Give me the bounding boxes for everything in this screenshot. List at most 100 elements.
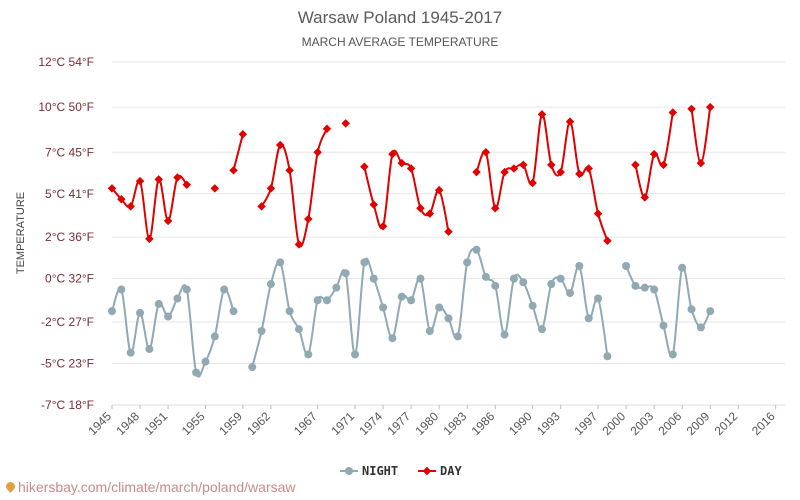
day-point[interactable] xyxy=(313,148,322,157)
night-point[interactable] xyxy=(164,312,173,321)
day-point[interactable] xyxy=(210,184,220,193)
night-point[interactable] xyxy=(351,350,360,359)
night-point[interactable] xyxy=(416,274,425,283)
night-point[interactable] xyxy=(294,325,303,334)
day-point[interactable] xyxy=(528,178,537,188)
night-point[interactable] xyxy=(360,258,369,267)
night-point[interactable] xyxy=(210,332,219,341)
night-point[interactable] xyxy=(248,363,257,372)
day-point[interactable] xyxy=(444,227,453,236)
day-point[interactable] xyxy=(378,222,388,231)
night-point[interactable] xyxy=(145,345,154,354)
night-point[interactable] xyxy=(397,292,406,301)
night-point[interactable] xyxy=(491,281,500,290)
night-point[interactable] xyxy=(425,326,434,335)
night-point[interactable] xyxy=(603,352,612,361)
day-point[interactable] xyxy=(322,124,332,134)
night-point[interactable] xyxy=(547,280,556,289)
day-point[interactable] xyxy=(173,173,182,182)
day-point[interactable] xyxy=(668,108,678,117)
day-point[interactable] xyxy=(547,160,556,170)
night-point[interactable] xyxy=(117,285,126,294)
day-point[interactable] xyxy=(341,119,350,128)
night-point[interactable] xyxy=(575,261,584,270)
day-point[interactable] xyxy=(575,169,584,179)
day-point[interactable] xyxy=(266,184,276,193)
night-point[interactable] xyxy=(453,332,462,341)
day-point[interactable] xyxy=(397,158,407,168)
night-point[interactable] xyxy=(444,314,453,323)
night-point[interactable] xyxy=(463,258,472,267)
day-point[interactable] xyxy=(276,140,285,150)
day-point[interactable] xyxy=(304,214,313,224)
night-point[interactable] xyxy=(229,307,238,316)
day-point[interactable] xyxy=(229,166,238,175)
night-point[interactable] xyxy=(528,301,537,310)
night-point[interactable] xyxy=(706,307,715,316)
day-point[interactable] xyxy=(182,180,192,190)
night-point[interactable] xyxy=(500,330,509,339)
night-point[interactable] xyxy=(584,314,593,323)
day-point[interactable] xyxy=(519,160,528,170)
day-point[interactable] xyxy=(238,129,248,139)
night-point[interactable] xyxy=(154,299,163,308)
night-point[interactable] xyxy=(257,326,266,335)
night-point[interactable] xyxy=(678,263,687,272)
day-point[interactable] xyxy=(481,148,491,157)
night-point[interactable] xyxy=(509,274,518,283)
night-point[interactable] xyxy=(108,307,116,316)
night-point[interactable] xyxy=(173,294,182,303)
night-point[interactable] xyxy=(285,307,294,316)
night-point[interactable] xyxy=(332,283,341,292)
day-point[interactable] xyxy=(687,104,696,114)
night-point[interactable] xyxy=(369,274,378,283)
night-point[interactable] xyxy=(379,303,388,312)
night-point[interactable] xyxy=(407,296,416,305)
night-point[interactable] xyxy=(687,305,696,314)
night-point[interactable] xyxy=(631,281,640,290)
day-point[interactable] xyxy=(631,160,640,170)
night-point[interactable] xyxy=(182,285,191,294)
night-point[interactable] xyxy=(304,350,313,359)
day-point[interactable] xyxy=(294,240,304,249)
night-point[interactable] xyxy=(594,294,603,303)
night-point[interactable] xyxy=(668,350,677,359)
day-point[interactable] xyxy=(434,185,444,195)
day-point[interactable] xyxy=(107,184,117,193)
night-point[interactable] xyxy=(696,323,705,332)
night-point[interactable] xyxy=(201,357,210,366)
day-point[interactable] xyxy=(416,203,425,213)
night-point[interactable] xyxy=(650,285,659,294)
day-point[interactable] xyxy=(257,202,266,211)
night-point[interactable] xyxy=(136,308,145,317)
night-point[interactable] xyxy=(659,321,668,330)
day-point[interactable] xyxy=(565,117,575,126)
day-point[interactable] xyxy=(117,194,126,204)
night-point[interactable] xyxy=(192,368,201,377)
night-point[interactable] xyxy=(313,296,322,305)
day-point[interactable] xyxy=(537,110,547,119)
day-point[interactable] xyxy=(388,149,397,159)
night-point[interactable] xyxy=(276,258,285,267)
day-point[interactable] xyxy=(360,162,369,171)
night-point[interactable] xyxy=(435,303,444,312)
night-point[interactable] xyxy=(322,296,331,305)
day-point[interactable] xyxy=(145,234,154,244)
day-point[interactable] xyxy=(425,209,435,218)
night-point[interactable] xyxy=(341,269,350,278)
night-point[interactable] xyxy=(537,325,546,334)
night-point[interactable] xyxy=(640,283,649,292)
night-point[interactable] xyxy=(266,280,275,289)
day-point[interactable] xyxy=(163,216,173,226)
day-point[interactable] xyxy=(705,102,715,112)
night-point[interactable] xyxy=(556,274,565,283)
legend-item-night[interactable]: NIGHT xyxy=(340,464,398,478)
day-point[interactable] xyxy=(584,164,593,173)
day-point[interactable] xyxy=(500,167,509,177)
day-point[interactable] xyxy=(126,202,135,211)
day-point[interactable] xyxy=(490,203,500,213)
day-point[interactable] xyxy=(603,236,612,245)
night-point[interactable] xyxy=(481,272,490,281)
watermark[interactable]: hikersbay.com/climate/march/poland/warsa… xyxy=(4,479,296,495)
day-point[interactable] xyxy=(369,200,378,209)
